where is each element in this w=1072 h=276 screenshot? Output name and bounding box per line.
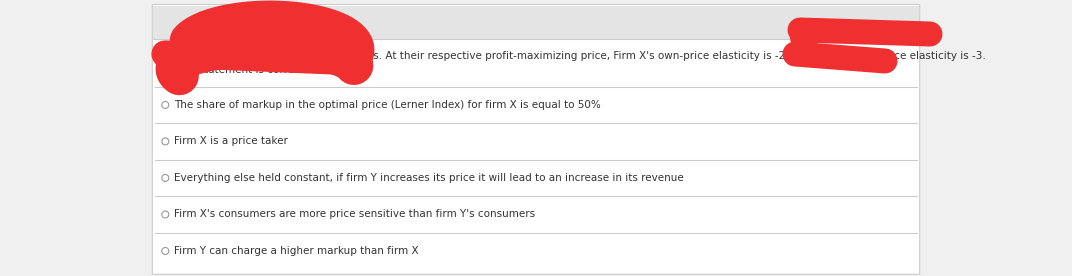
Text: Firm X's consumers are more price sensitive than firm Y's consumers: Firm X's consumers are more price sensit… bbox=[174, 209, 535, 219]
FancyBboxPatch shape bbox=[152, 4, 920, 274]
Text: The share of markup in the optimal price (Lerner Index) for firm X is equal to 5: The share of markup in the optimal price… bbox=[174, 100, 600, 110]
Text: Everything else held constant, if firm Y increases its price it will lead to an : Everything else held constant, if firm Y… bbox=[174, 173, 684, 183]
Text: Firms X and firm Y are maximizing profits. At their respective profit-maximizing: Firms X and firm Y are maximizing profit… bbox=[163, 51, 986, 61]
Text: Firm X is a price taker: Firm X is a price taker bbox=[174, 136, 287, 147]
Text: Firm Y can charge a higher markup than firm X: Firm Y can charge a higher markup than f… bbox=[174, 246, 418, 256]
Bar bbox=[153, 6, 919, 39]
Text: Which statement is correct?: Which statement is correct? bbox=[163, 65, 310, 75]
